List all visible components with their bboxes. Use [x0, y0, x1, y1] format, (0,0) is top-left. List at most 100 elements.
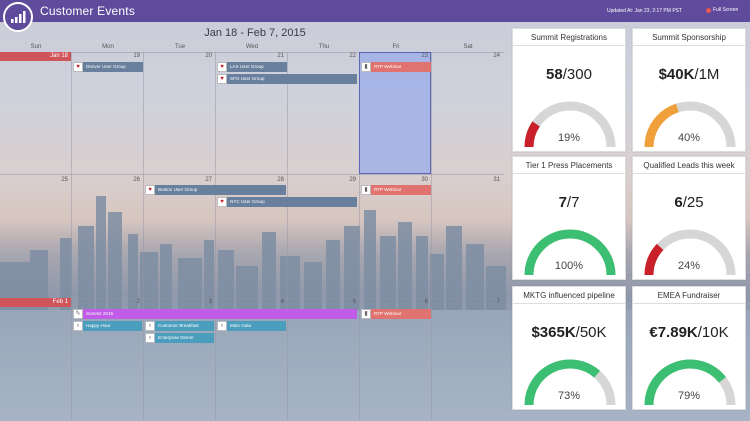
day-number[interactable]: 5 [352, 299, 356, 305]
grid-line [0, 298, 504, 299]
day-number[interactable]: 28 [277, 177, 284, 183]
gauge-chart [644, 359, 736, 406]
heart-icon: ♥ [73, 62, 83, 72]
calendar-event[interactable]: ▮ RTP Webinar [361, 309, 431, 319]
day-number[interactable]: 6 [424, 299, 428, 305]
event-label: SFO User Group [227, 74, 357, 84]
drink-icon: ♁ [217, 321, 227, 331]
kpi-card-summit-registrations[interactable]: Summit Registrations 58/300 19% [512, 28, 626, 152]
webinar-icon: ▮ [361, 185, 371, 195]
event-label: Summit 2015 [83, 309, 357, 319]
day-number[interactable]: 25 [61, 177, 68, 183]
day-number[interactable]: 23 [421, 53, 428, 59]
kpi-title: Summit Registrations [513, 29, 625, 46]
day-number[interactable]: 21 [277, 53, 284, 59]
gauge-fill [524, 359, 601, 406]
gauge-fill [644, 359, 726, 406]
day-number[interactable]: 24 [493, 53, 500, 59]
grid-line [287, 52, 288, 421]
calendar-event[interactable]: ▮ RTP Webinar [361, 185, 431, 195]
calendar-event[interactable]: ✎ Summit 2015 [73, 309, 357, 319]
top-bar: Customer Events Updated At: Jan 23, 2:17… [0, 0, 750, 22]
kpi-value: 6/25 [674, 194, 704, 211]
drink-icon: ♁ [73, 321, 83, 331]
updated-timestamp: Updated At: Jan 23, 2:17 PM PST [607, 8, 683, 14]
gauge-chart [524, 229, 616, 276]
kpi-percent: 40% [677, 132, 701, 144]
day-number[interactable]: 29 [349, 177, 356, 183]
day-number[interactable]: 4 [280, 299, 284, 305]
day-number[interactable]: 2 [136, 299, 140, 305]
weekday-label: Thu [318, 44, 330, 50]
calendar-event[interactable]: ♥ Denver User Group [73, 62, 143, 72]
kpi-percent: 19% [557, 132, 581, 144]
kpi-title: Summit Sponsorship [633, 29, 745, 46]
calendar-event[interactable]: ♁ Customer Breakfast [145, 321, 214, 331]
calendar-date-range: Jan 18 - Feb 7, 2015 [204, 27, 306, 39]
drink-icon: ♁ [145, 321, 155, 331]
calendar-event[interactable]: ▮ RTP Webinar [361, 62, 431, 72]
calendar-event[interactable]: ♥ Boston User Group [145, 185, 286, 195]
today-highlight[interactable] [359, 52, 431, 174]
bar-chart-logo-icon [11, 11, 26, 23]
kpi-title: MKTG influenced pipeline [513, 287, 625, 304]
calendar-event[interactable]: ♥ NYC User Group [217, 197, 357, 207]
calendar-grid: Sun Mon Tue Wed Thu Fri Sat Jan 18 19 20… [0, 44, 504, 421]
fullscreen-button[interactable]: Full Screen [706, 7, 738, 13]
kpi-card-emea-fundraiser[interactable]: EMEA Fundraiser €7.89K/10K 79% [632, 286, 746, 410]
day-number[interactable]: 22 [349, 53, 356, 59]
gauge-fill [524, 229, 616, 276]
weekday-label: Sat [463, 44, 473, 50]
calendar-event[interactable]: ♁ Enterprise Dinner [145, 333, 214, 343]
day-number[interactable]: 31 [493, 177, 500, 183]
gauge-chart [644, 229, 736, 276]
day-number[interactable]: 19 [133, 53, 140, 59]
month-label-feb: Feb 1 [0, 298, 71, 307]
event-label: RTP Webinar [371, 185, 431, 195]
heart-icon: ♥ [217, 62, 227, 72]
calendar-event[interactable]: ♁ Happy Hour [73, 321, 142, 331]
gauge-chart [524, 359, 616, 406]
fullscreen-label: Full Screen [713, 7, 739, 13]
kpi-percent: 79% [677, 390, 701, 402]
calendar-event[interactable]: ♁ Main Gala [217, 321, 286, 331]
kpi-value: $365K/50K [531, 324, 607, 341]
weekday-label: Sun [30, 44, 42, 50]
month-label-jan: Jan 18 [0, 52, 71, 61]
gauge-fill [524, 121, 540, 148]
kpi-percent: 24% [677, 260, 701, 272]
day-number[interactable]: 7 [496, 299, 500, 305]
kpi-value: 7/7 [558, 194, 580, 211]
weekday-label: Tue [174, 44, 186, 50]
kpi-value: 58/300 [546, 66, 592, 83]
day-number[interactable]: 27 [205, 177, 212, 183]
event-label: NYC User Group [227, 197, 357, 207]
day-number[interactable]: 20 [205, 53, 212, 59]
calendar-event[interactable]: ♥ LAX User Group [217, 62, 287, 72]
day-number[interactable]: 30 [421, 177, 428, 183]
kpi-title: Qualified Leads this week [633, 157, 745, 174]
webinar-icon: ▮ [361, 62, 371, 72]
event-label: Denver User Group [83, 62, 143, 72]
close-icon [706, 7, 711, 13]
event-label: RTP Webinar [371, 309, 431, 319]
webinar-icon: ▮ [361, 309, 371, 319]
kpi-card-press-placements[interactable]: Tier 1 Press Placements 7/7 100% [512, 156, 626, 280]
heart-icon: ♥ [217, 74, 227, 84]
grid-line [143, 52, 144, 421]
kpi-value: €7.89K/10K [649, 324, 729, 341]
day-number[interactable]: 3 [208, 299, 212, 305]
day-number[interactable]: 26 [133, 177, 140, 183]
grid-line [71, 52, 72, 421]
event-label: LAX User Group [227, 62, 287, 72]
calendar-event[interactable]: ♥ SFO User Group [217, 74, 357, 84]
kpi-card-qualified-leads[interactable]: Qualified Leads this week 6/25 24% [632, 156, 746, 280]
heart-icon: ♥ [217, 197, 227, 207]
gauge-fill [644, 103, 679, 148]
grid-line [0, 174, 504, 175]
weekday-label: Mon [102, 44, 114, 50]
kpi-title: Tier 1 Press Placements [513, 157, 625, 174]
kpi-title: EMEA Fundraiser [633, 287, 745, 304]
kpi-card-mktg-pipeline[interactable]: MKTG influenced pipeline $365K/50K 73% [512, 286, 626, 410]
kpi-card-summit-sponsorship[interactable]: Summit Sponsorship $40K/1M 40% [632, 28, 746, 152]
